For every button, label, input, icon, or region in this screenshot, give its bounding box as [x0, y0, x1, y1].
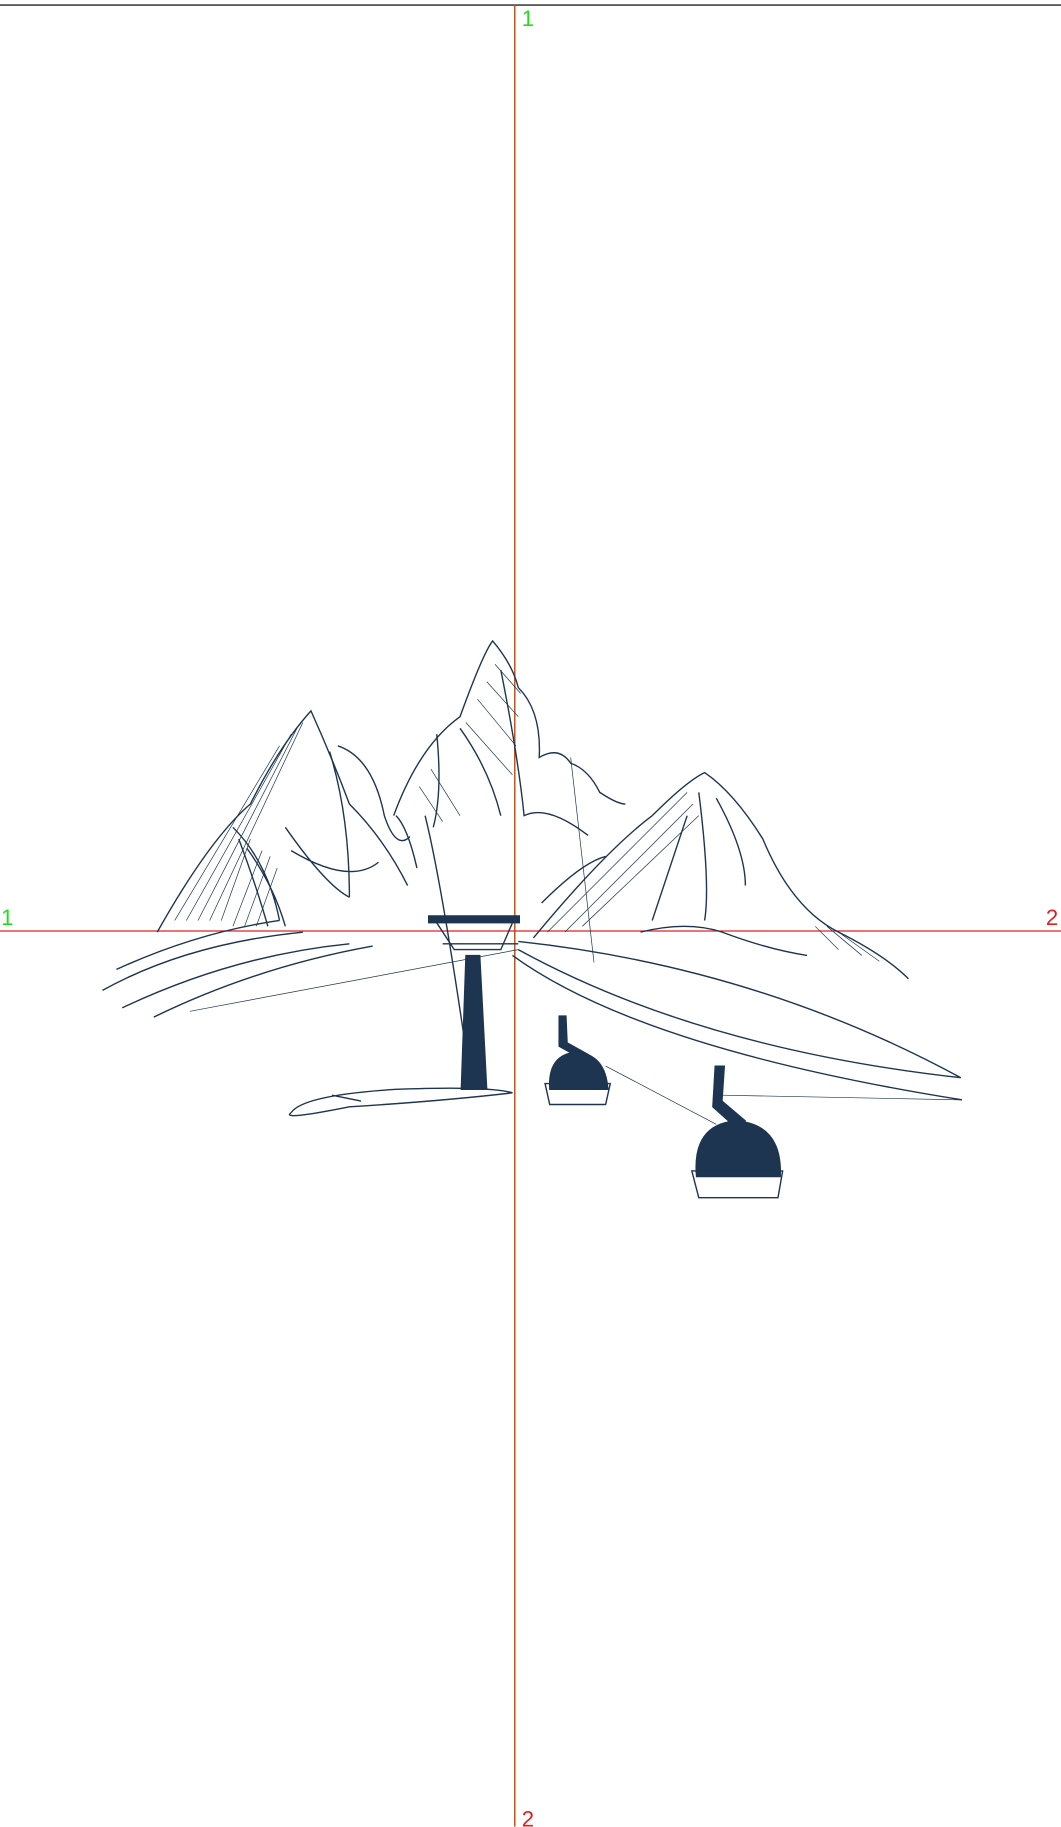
horizontal-end-label: 2	[1046, 905, 1058, 930]
tower-top	[428, 915, 521, 924]
horizontal-start-label: 1	[1, 905, 13, 930]
vertical-start-label: 1	[522, 6, 534, 31]
vertical-end-label: 2	[522, 1807, 534, 1827]
embroidery-design	[102, 639, 963, 1199]
